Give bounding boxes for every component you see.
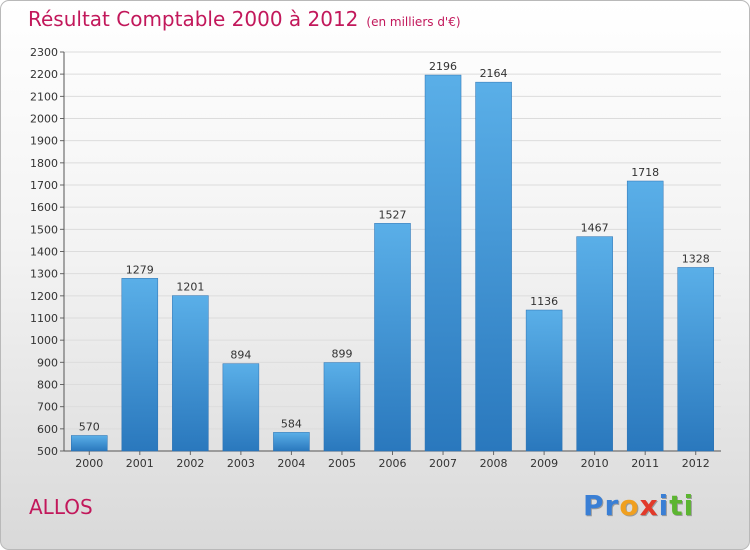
y-tick-label: 1100 <box>30 312 58 325</box>
commune-name: ALLOS <box>29 495 93 519</box>
logo-letter: t <box>669 489 684 522</box>
bar <box>576 236 613 452</box>
y-tick-label: 1500 <box>30 223 58 236</box>
value-label: 570 <box>79 420 100 433</box>
y-tick-label: 1200 <box>30 290 58 303</box>
bar <box>424 74 462 452</box>
y-tick-label: 1000 <box>30 334 58 347</box>
logo-letter: r <box>604 489 620 522</box>
x-tick-label: 2006 <box>379 457 407 470</box>
y-tick-label: 2200 <box>30 68 58 81</box>
logo-letter: o <box>619 489 640 522</box>
x-tick-label: 2005 <box>328 457 356 470</box>
x-tick-label: 2009 <box>530 457 558 470</box>
logo-letter: P <box>583 489 605 522</box>
value-label: 1467 <box>581 222 609 235</box>
bar <box>525 309 563 452</box>
bar <box>626 180 664 452</box>
chart-title: Résultat Comptable 2000 à 2012 (en millie… <box>28 7 461 31</box>
x-tick-label: 2008 <box>480 457 508 470</box>
value-label: 584 <box>281 417 302 430</box>
value-label: 1279 <box>126 263 154 276</box>
value-label: 1328 <box>682 252 710 265</box>
bar <box>172 295 209 452</box>
value-label: 1136 <box>530 295 558 308</box>
x-tick-label: 2012 <box>682 457 710 470</box>
y-tick-label: 2300 <box>30 46 58 59</box>
bar <box>323 362 361 452</box>
value-label: 1527 <box>379 208 407 221</box>
value-label: 1201 <box>176 281 204 294</box>
value-label: 2196 <box>429 60 457 73</box>
proxiti-logo[interactable]: Proxiti <box>583 489 694 522</box>
x-tick-label: 2002 <box>176 457 204 470</box>
value-label: 899 <box>331 348 352 361</box>
y-tick-label: 700 <box>37 401 58 414</box>
bars <box>71 74 714 452</box>
value-labels: 570 1279 1201 894 584 899 1527 2196 2164 1136 1467… <box>79 60 710 433</box>
bar <box>677 267 714 452</box>
bar <box>374 223 411 452</box>
bar <box>121 278 159 452</box>
x-tick-label: 2011 <box>631 457 659 470</box>
x-tick-label: 2000 <box>75 457 103 470</box>
value-label: 2164 <box>480 67 508 80</box>
logo-letter: i <box>658 489 670 522</box>
y-tick-label: 1600 <box>30 201 58 214</box>
y-tick-label: 1900 <box>30 135 58 148</box>
chart-subtitle: (en milliers d'€) <box>366 15 461 29</box>
value-label: 894 <box>230 349 251 362</box>
y-tick-label: 800 <box>37 379 58 392</box>
y-tick-label: 1300 <box>30 268 58 281</box>
y-tick-label: 2100 <box>30 90 58 103</box>
y-tick-labels: 500 600 700 800 900 1000 1100 1200 1300 1400 1500 1… <box>30 46 58 458</box>
x-tick-label: 2003 <box>227 457 255 470</box>
bar <box>222 363 260 452</box>
x-tick-label: 2004 <box>277 457 305 470</box>
bar <box>475 81 512 452</box>
bar <box>273 432 310 452</box>
x-tick-labels: 2000 2001 2002 2003 2004 2005 2006 2007 2008 2009… <box>75 457 709 470</box>
bar <box>71 435 108 452</box>
x-tick-label: 2010 <box>581 457 609 470</box>
y-tick-label: 900 <box>37 356 58 369</box>
value-label: 1718 <box>631 166 659 179</box>
logo-letter: x <box>639 489 659 522</box>
y-tick-label: 1800 <box>30 157 58 170</box>
y-tick-label: 600 <box>37 423 58 436</box>
y-tick-label: 1700 <box>30 179 58 192</box>
y-tick-label: 500 <box>37 445 58 458</box>
x-tick-label: 2007 <box>429 457 457 470</box>
logo-letter: i <box>683 489 695 522</box>
x-tick-label: 2001 <box>126 457 154 470</box>
chart-title-text: Résultat Comptable 2000 à 2012 <box>28 7 359 31</box>
y-tick-label: 1400 <box>30 246 58 259</box>
y-tick-label: 2000 <box>30 113 58 126</box>
